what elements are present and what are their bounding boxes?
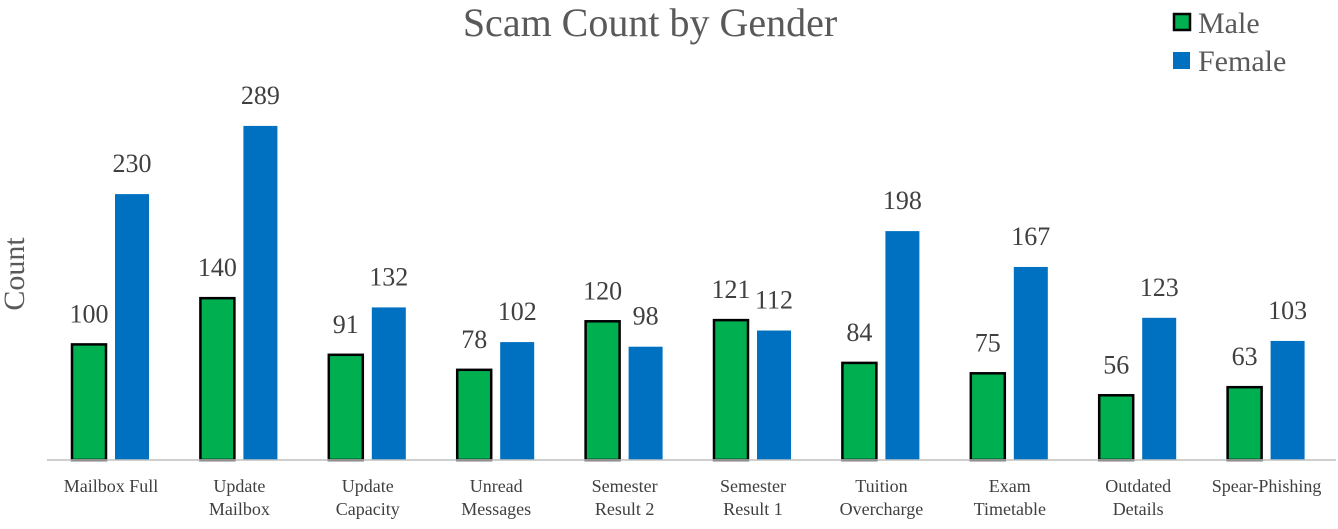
chart-title: Scam Count by Gender [463, 0, 837, 45]
data-label-male: 91 [333, 310, 359, 339]
data-label-male: 56 [1103, 350, 1129, 379]
bar-female [1142, 317, 1177, 460]
legend-label-female: Female [1198, 45, 1286, 78]
bar-female [1013, 266, 1048, 460]
data-label-male: 121 [712, 275, 751, 304]
data-label-male: 120 [583, 276, 622, 305]
x-tick-label: Update Mailbox [209, 476, 270, 519]
bar-male [841, 361, 878, 462]
bar-male [327, 353, 365, 462]
bar-female [243, 125, 278, 460]
data-label-female: 102 [498, 297, 537, 326]
bar-male [969, 372, 1007, 462]
x-tick-label: Update Capacity [336, 476, 400, 519]
bar-male [1097, 394, 1135, 462]
x-tick-label: Exam Timetable [974, 476, 1046, 519]
bar-female [628, 346, 663, 460]
data-label-male: 84 [846, 318, 872, 347]
data-label-male: 78 [461, 325, 487, 354]
legend-swatch-female [1173, 52, 1190, 69]
x-tick-label: Outdated Details [1105, 476, 1171, 519]
bar-female [757, 330, 791, 460]
bar-male [584, 320, 621, 462]
bar-male [70, 343, 108, 462]
x-tick-label: Mailbox Full [64, 476, 159, 496]
y-axis-label: Count [0, 237, 31, 311]
data-label-female: 103 [1268, 296, 1307, 325]
data-label-female: 167 [1011, 222, 1050, 251]
data-label-male: 63 [1232, 342, 1258, 371]
data-label-female: 230 [113, 149, 152, 178]
bar-female [500, 342, 535, 460]
x-tick-label: Unread Messages [461, 476, 531, 519]
data-label-female: 112 [755, 286, 793, 315]
bar-male [1226, 385, 1263, 462]
bar-male [712, 318, 750, 462]
data-label-female: 98 [633, 302, 659, 331]
bar-female [1270, 340, 1305, 460]
x-tick-label: Tuition Overcharge [840, 476, 924, 519]
legend-label-male: Male [1198, 7, 1260, 40]
bar-male [455, 368, 493, 462]
data-label-female: 132 [369, 262, 408, 291]
data-label-male: 75 [975, 328, 1001, 357]
bar-female [885, 231, 920, 460]
legend-swatch-male [1172, 12, 1192, 32]
data-label-female: 198 [883, 186, 922, 215]
bar-male [199, 296, 236, 462]
data-label-female: 123 [1140, 273, 1179, 302]
legend: Male Female [1172, 7, 1286, 78]
data-label-male: 100 [70, 299, 109, 328]
data-label-female: 289 [241, 81, 280, 110]
bar-female [371, 307, 406, 460]
x-tick-label: Semester Result 1 [720, 476, 786, 519]
x-tick-label: Spear-Phishing [1212, 476, 1322, 496]
data-label-male: 140 [198, 253, 237, 282]
bar-female [115, 194, 149, 460]
x-tick-label: Semester Result 2 [592, 476, 658, 519]
